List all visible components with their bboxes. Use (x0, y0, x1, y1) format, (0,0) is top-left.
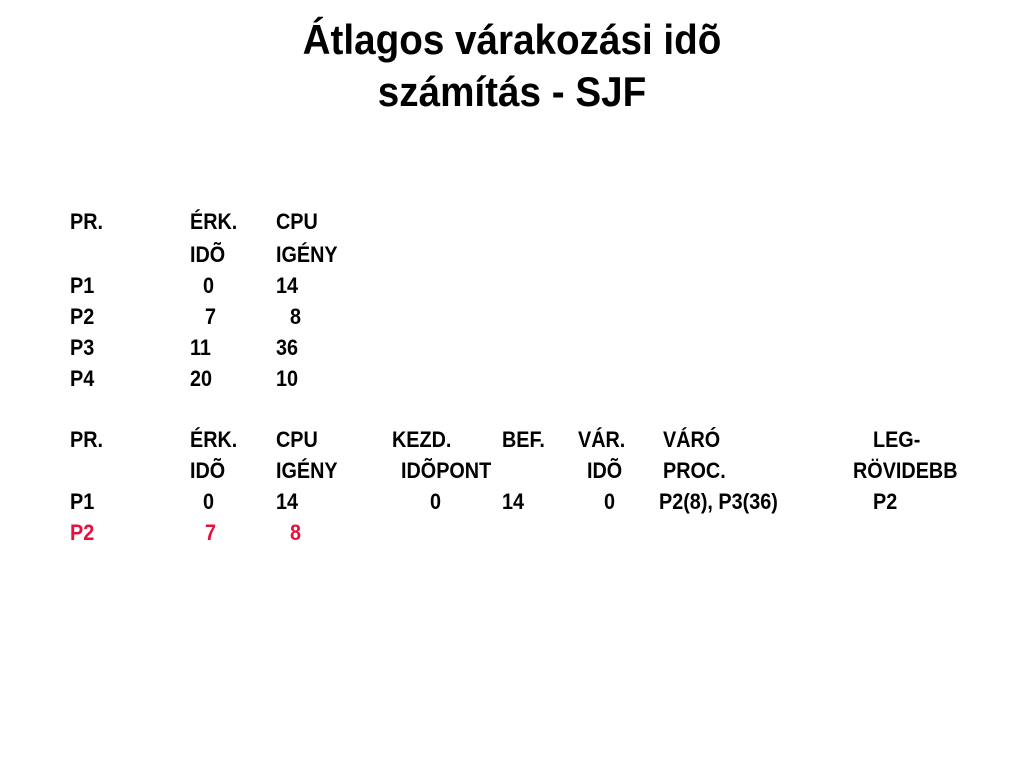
table-cell: P2 (873, 489, 898, 514)
column-header: LEG- (873, 427, 921, 452)
column-header: IDÕ (190, 242, 226, 267)
column-header: CPU (276, 209, 318, 234)
table-cell: 36 (276, 335, 299, 360)
column-header: IGÉNY (276, 242, 338, 267)
table-cell: 0 (430, 489, 442, 514)
table-cell: 8 (290, 304, 302, 329)
table-cell: 7 (205, 520, 217, 545)
column-header: PR. (70, 427, 104, 452)
column-header: IGÉNY (276, 458, 338, 483)
slide-title: Átlagos várakozási idõ számítás - SJF (41, 14, 983, 118)
column-header: ÉRK. (190, 427, 238, 452)
table-cell: P4 (70, 366, 95, 391)
table-cell: 0 (604, 489, 616, 514)
column-header: RÖVIDEBB (853, 458, 958, 483)
table-cell: 14 (276, 489, 299, 514)
title-line-1: Átlagos várakozási idõ (302, 16, 722, 63)
column-header: KEZD. (392, 427, 452, 452)
column-header: CPU (276, 427, 318, 452)
column-header: VÁR. (578, 427, 626, 452)
table-cell: 10 (276, 366, 299, 391)
column-header: IDÕPONT (401, 458, 492, 483)
table-cell: 0 (203, 489, 215, 514)
table-cell: P2 (70, 520, 95, 545)
table-cell: 14 (502, 489, 525, 514)
table-cell: 7 (205, 304, 217, 329)
column-header: VÁRÓ (663, 427, 721, 452)
table-cell: 8 (290, 520, 302, 545)
title-line-2: számítás - SJF (377, 68, 647, 115)
table-cell: P2(8), P3(36) (659, 489, 778, 514)
column-header: PR. (70, 209, 104, 234)
table-cell: 20 (190, 366, 213, 391)
table-cell: P1 (70, 273, 95, 298)
column-header: IDÕ (587, 458, 623, 483)
column-header: PROC. (663, 458, 726, 483)
column-header: ÉRK. (190, 209, 238, 234)
table-cell: 11 (190, 335, 211, 360)
table-cell: P3 (70, 335, 95, 360)
table-cell: 14 (276, 273, 299, 298)
table-cell: 0 (203, 273, 215, 298)
column-header: BEF. (502, 427, 545, 452)
column-header: IDÕ (190, 458, 226, 483)
table-cell: P1 (70, 489, 95, 514)
table-cell: P2 (70, 304, 95, 329)
